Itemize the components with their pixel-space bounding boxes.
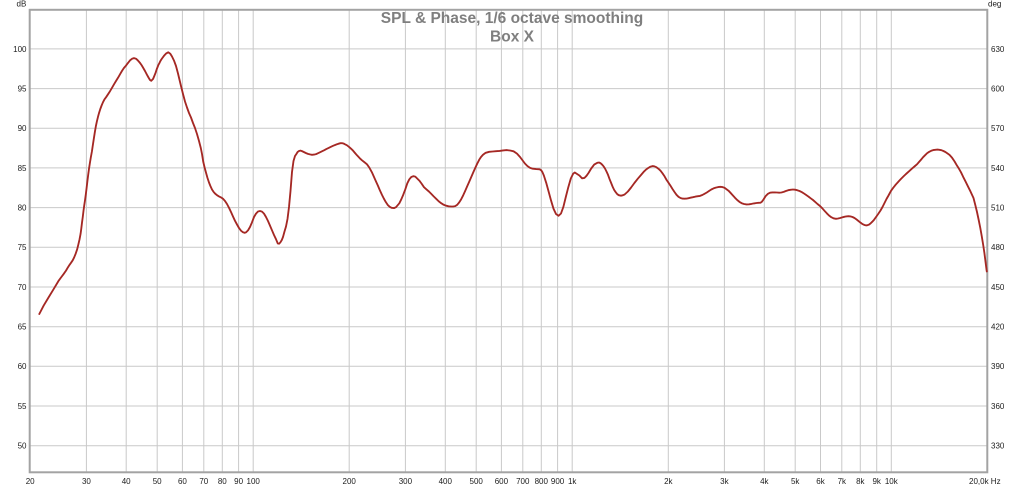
svg-text:6k: 6k	[816, 477, 825, 486]
svg-text:40: 40	[122, 477, 131, 486]
svg-text:500: 500	[470, 477, 484, 486]
svg-text:75: 75	[18, 243, 27, 252]
svg-text:7k: 7k	[838, 477, 847, 486]
svg-text:400: 400	[439, 477, 453, 486]
svg-text:60: 60	[178, 477, 187, 486]
svg-text:300: 300	[399, 477, 413, 486]
svg-text:dB: dB	[17, 0, 27, 8]
svg-text:deg: deg	[988, 0, 1001, 8]
svg-text:20: 20	[26, 477, 35, 486]
svg-text:4k: 4k	[760, 477, 769, 486]
svg-text:5k: 5k	[791, 477, 800, 486]
svg-text:600: 600	[495, 477, 509, 486]
svg-text:200: 200	[343, 477, 357, 486]
svg-text:85: 85	[18, 164, 27, 173]
svg-text:1k: 1k	[568, 477, 577, 486]
svg-text:70: 70	[199, 477, 208, 486]
svg-text:800: 800	[535, 477, 549, 486]
svg-text:100: 100	[247, 477, 261, 486]
svg-text:420: 420	[991, 323, 1005, 332]
svg-text:30: 30	[82, 477, 91, 486]
svg-text:Box X: Box X	[490, 29, 535, 46]
svg-text:10k: 10k	[885, 477, 899, 486]
svg-text:630: 630	[991, 45, 1005, 54]
svg-text:8k: 8k	[856, 477, 865, 486]
svg-text:510: 510	[991, 204, 1005, 213]
svg-text:60: 60	[18, 362, 27, 371]
svg-text:700: 700	[516, 477, 530, 486]
svg-text:540: 540	[991, 164, 1005, 173]
svg-text:600: 600	[991, 85, 1005, 94]
svg-text:360: 360	[991, 402, 1005, 411]
svg-text:9k: 9k	[872, 477, 881, 486]
svg-text:2k: 2k	[664, 477, 673, 486]
svg-text:90: 90	[234, 477, 243, 486]
svg-text:570: 570	[991, 124, 1005, 133]
svg-text:90: 90	[18, 124, 27, 133]
svg-text:100: 100	[13, 45, 27, 54]
svg-text:55: 55	[18, 402, 27, 411]
svg-text:65: 65	[18, 323, 27, 332]
svg-text:95: 95	[18, 85, 27, 94]
svg-text:480: 480	[991, 243, 1005, 252]
svg-text:80: 80	[218, 477, 227, 486]
svg-text:70: 70	[18, 283, 27, 292]
svg-text:50: 50	[18, 442, 27, 451]
svg-text:SPL & Phase, 1/6 octave smooth: SPL & Phase, 1/6 octave smoothing	[381, 10, 643, 27]
svg-text:450: 450	[991, 283, 1005, 292]
svg-text:900: 900	[551, 477, 565, 486]
svg-text:390: 390	[991, 362, 1005, 371]
svg-text:20,0k Hz: 20,0k Hz	[969, 477, 1001, 486]
svg-text:3k: 3k	[720, 477, 729, 486]
svg-text:80: 80	[18, 204, 27, 213]
svg-text:50: 50	[153, 477, 162, 486]
svg-text:330: 330	[991, 442, 1005, 451]
